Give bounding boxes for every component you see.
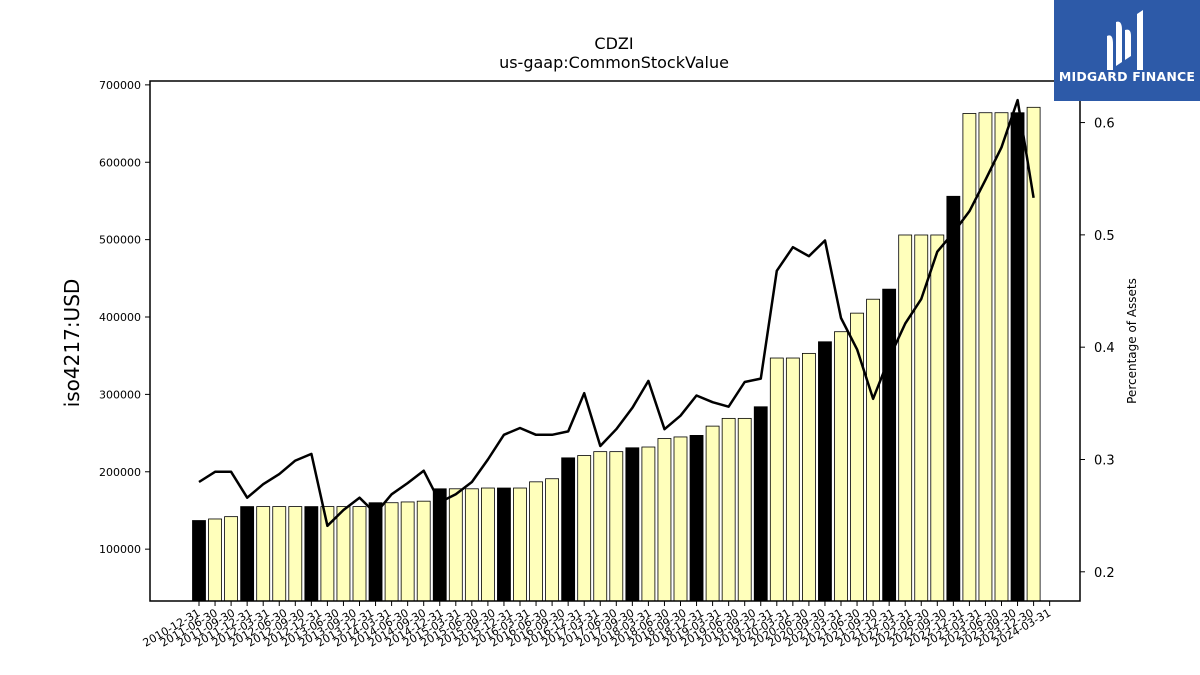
bar bbox=[400, 501, 415, 602]
y2-tick-label: 0.5 bbox=[1094, 229, 1115, 244]
bar bbox=[625, 447, 640, 602]
bar bbox=[1010, 112, 1025, 602]
bar bbox=[384, 502, 399, 602]
bar bbox=[818, 341, 832, 602]
y-axis-label: iso4217:USD bbox=[60, 279, 84, 408]
bar bbox=[368, 502, 383, 602]
bar bbox=[240, 506, 255, 602]
bar bbox=[593, 451, 608, 602]
bar bbox=[753, 406, 768, 602]
bar bbox=[962, 113, 977, 602]
bar bbox=[737, 417, 752, 602]
bar bbox=[416, 500, 431, 602]
bar bbox=[529, 481, 543, 602]
y2-tick-label: 0.6 bbox=[1094, 117, 1115, 132]
bar bbox=[641, 446, 656, 602]
bar bbox=[272, 506, 287, 602]
bar bbox=[1026, 106, 1041, 602]
y2-tick-label: 0.2 bbox=[1094, 566, 1115, 581]
chart-title: CDZI bbox=[594, 34, 633, 53]
bar bbox=[994, 112, 1009, 602]
bar bbox=[609, 451, 624, 602]
bar bbox=[256, 506, 271, 602]
bar bbox=[721, 417, 736, 602]
bar bbox=[898, 234, 913, 602]
bar bbox=[352, 506, 367, 602]
bars bbox=[192, 106, 1041, 602]
bar bbox=[657, 438, 672, 602]
bar bbox=[432, 488, 447, 602]
brand-logo: MIDGARD FINANCE bbox=[1054, 0, 1200, 101]
bar bbox=[513, 487, 527, 602]
bar bbox=[673, 436, 688, 602]
bar bbox=[769, 357, 784, 602]
percentage-line bbox=[198, 98, 1035, 528]
bar bbox=[802, 352, 816, 602]
y-tick-label: 700000 bbox=[99, 79, 141, 92]
chart-subtitle: us-gaap:CommonStockValue bbox=[499, 53, 729, 72]
y2-tick-label: 0.4 bbox=[1094, 341, 1115, 356]
bar bbox=[192, 520, 206, 602]
y2-axis-ticks: 0.2 0.3 0.4 0.5 0.6 bbox=[1080, 117, 1115, 581]
bar bbox=[850, 312, 864, 602]
bar bbox=[304, 506, 319, 602]
bar bbox=[866, 298, 880, 602]
bar bbox=[705, 425, 720, 602]
bar bbox=[288, 506, 303, 602]
brand-name: MIDGARD FINANCE bbox=[1058, 69, 1196, 84]
bar bbox=[545, 478, 559, 602]
y-tick-label: 100000 bbox=[99, 543, 141, 556]
y-tick-label: 500000 bbox=[99, 234, 141, 247]
brand-mark-icon bbox=[1107, 10, 1143, 70]
y-tick-label: 600000 bbox=[99, 156, 141, 169]
bar bbox=[208, 518, 222, 602]
bar bbox=[914, 234, 929, 602]
y-tick-label: 200000 bbox=[99, 466, 141, 479]
bar bbox=[336, 506, 351, 602]
bar bbox=[785, 357, 800, 602]
y2-axis-label: Percentage of Assets bbox=[1125, 278, 1139, 404]
bar bbox=[497, 487, 511, 602]
bar bbox=[882, 288, 897, 602]
y-tick-label: 300000 bbox=[99, 388, 141, 401]
bar bbox=[561, 457, 576, 602]
y-axis-ticks: 100000 200000 300000 400000 500000 600000 7000… bbox=[99, 79, 150, 556]
bar bbox=[978, 112, 993, 602]
plot-frame bbox=[149, 80, 1081, 602]
x-axis-ticks: 2010-12-312011-06-302011-09-302011-12-31… bbox=[141, 601, 1053, 650]
bar bbox=[480, 487, 495, 602]
bar bbox=[834, 331, 848, 602]
line-series bbox=[198, 98, 1035, 528]
bar bbox=[224, 516, 239, 602]
bar bbox=[448, 488, 463, 602]
bar bbox=[946, 195, 961, 602]
bar bbox=[464, 488, 479, 602]
bar bbox=[577, 455, 592, 602]
y2-tick-label: 0.3 bbox=[1094, 453, 1115, 468]
bar bbox=[930, 234, 945, 602]
bar bbox=[689, 435, 704, 602]
y-tick-label: 400000 bbox=[99, 311, 141, 324]
